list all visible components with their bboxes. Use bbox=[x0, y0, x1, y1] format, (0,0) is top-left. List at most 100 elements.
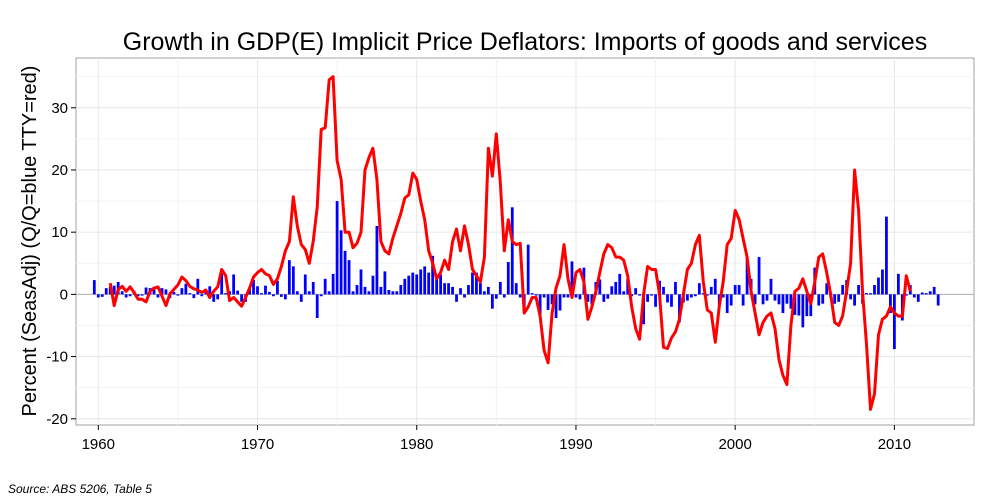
qq-bar bbox=[773, 294, 777, 301]
qq-bar bbox=[705, 294, 709, 296]
qq-bar bbox=[662, 286, 665, 295]
qq-bar bbox=[272, 294, 275, 297]
qq-bar bbox=[817, 294, 821, 306]
qq-bar bbox=[566, 294, 570, 298]
qq-bar bbox=[176, 294, 180, 296]
y-tick-label: 20 bbox=[51, 162, 68, 179]
qq-bar bbox=[574, 294, 578, 298]
qq-bar bbox=[745, 257, 749, 295]
qq-bar bbox=[283, 294, 287, 300]
qq-bar bbox=[431, 255, 435, 295]
qq-bar bbox=[295, 291, 299, 295]
qq-bar bbox=[490, 294, 494, 309]
qq-bar bbox=[709, 286, 713, 295]
qq-bar bbox=[252, 280, 255, 295]
qq-bar bbox=[797, 294, 801, 316]
qq-bar bbox=[793, 294, 797, 315]
qq-bar bbox=[534, 294, 538, 296]
qq-bar bbox=[761, 294, 765, 305]
qq-bar bbox=[518, 294, 522, 298]
qq-bar bbox=[307, 291, 311, 295]
qq-bar bbox=[140, 294, 144, 296]
qq-bar bbox=[96, 294, 100, 298]
qq-bar bbox=[224, 293, 228, 295]
qq-bar bbox=[725, 294, 729, 314]
qq-bar bbox=[821, 294, 825, 304]
qq-bar bbox=[853, 294, 856, 306]
qq-bar bbox=[833, 294, 837, 304]
qq-bar bbox=[598, 279, 602, 295]
qq-bar bbox=[311, 281, 315, 295]
qq-bar bbox=[411, 272, 415, 295]
qq-bar bbox=[395, 291, 399, 295]
qq-bar bbox=[654, 294, 657, 307]
qq-bar bbox=[530, 293, 534, 295]
qq-bar bbox=[885, 216, 888, 295]
plot-background bbox=[75, 57, 975, 426]
qq-bar bbox=[287, 260, 291, 295]
qq-bar bbox=[475, 272, 478, 295]
qq-bar bbox=[554, 294, 558, 319]
x-tick-label: 1970 bbox=[241, 436, 274, 453]
qq-bar bbox=[928, 291, 932, 295]
qq-bar bbox=[427, 272, 431, 295]
qq-bar bbox=[650, 294, 653, 296]
qq-bar bbox=[618, 273, 622, 295]
qq-bar bbox=[379, 286, 383, 295]
qq-bar bbox=[729, 294, 733, 306]
qq-bar bbox=[339, 230, 343, 295]
qq-bar bbox=[562, 294, 566, 298]
y-tick-label: -10 bbox=[46, 349, 68, 366]
grid bbox=[76, 58, 974, 425]
qq-bar bbox=[753, 294, 757, 305]
qq-bar bbox=[156, 294, 160, 298]
qq-bar bbox=[220, 273, 224, 295]
qq-bar bbox=[678, 294, 681, 323]
qq-bar bbox=[550, 294, 554, 305]
qq-bar bbox=[510, 207, 514, 295]
qq-bar bbox=[459, 288, 462, 295]
qq-bar bbox=[701, 293, 705, 295]
qq-bar bbox=[486, 286, 490, 295]
qq-bar bbox=[686, 294, 689, 301]
qq-bar bbox=[92, 280, 96, 295]
qq-bar bbox=[164, 289, 168, 295]
qq-bar bbox=[646, 294, 649, 302]
qq-bar bbox=[120, 291, 124, 295]
qq-bar bbox=[371, 275, 375, 295]
qq-bar bbox=[697, 283, 701, 295]
qq-bar bbox=[622, 291, 626, 295]
qq-bar bbox=[240, 294, 243, 302]
y-tick-label: 10 bbox=[51, 224, 68, 241]
qq-bar bbox=[443, 283, 446, 295]
y-axis: -20 -10 0 10 20 30 bbox=[46, 100, 76, 428]
qq-bar bbox=[570, 261, 574, 295]
qq-bar bbox=[407, 275, 411, 295]
qq-bar bbox=[877, 277, 880, 295]
qq-bar bbox=[188, 293, 192, 295]
qq-bar bbox=[757, 257, 761, 295]
qq-bar bbox=[208, 286, 212, 295]
qq-bar bbox=[387, 290, 391, 295]
qq-bar bbox=[479, 283, 482, 295]
qq-bar bbox=[674, 281, 677, 295]
qq-bar bbox=[192, 294, 196, 299]
qq-bar bbox=[733, 285, 737, 295]
qq-bar bbox=[180, 288, 184, 295]
qq-bar bbox=[276, 280, 279, 295]
qq-bar bbox=[399, 285, 403, 295]
qq-bar bbox=[924, 293, 928, 295]
qq-bar bbox=[471, 272, 474, 295]
qq-bar bbox=[904, 294, 908, 296]
y-axis-label: Percent (SeasAdj) (Q/Q=blue TTY=red) bbox=[19, 66, 41, 417]
qq-bar bbox=[586, 294, 590, 302]
qq-bar bbox=[391, 291, 395, 295]
qq-bar bbox=[184, 283, 188, 295]
qq-bar bbox=[606, 294, 610, 299]
qq-bar bbox=[920, 292, 924, 295]
qq-bar bbox=[546, 294, 550, 310]
qq-bar bbox=[514, 283, 518, 295]
qq-bar bbox=[602, 294, 606, 302]
qq-bar bbox=[713, 278, 717, 295]
qq-bar bbox=[841, 285, 845, 295]
